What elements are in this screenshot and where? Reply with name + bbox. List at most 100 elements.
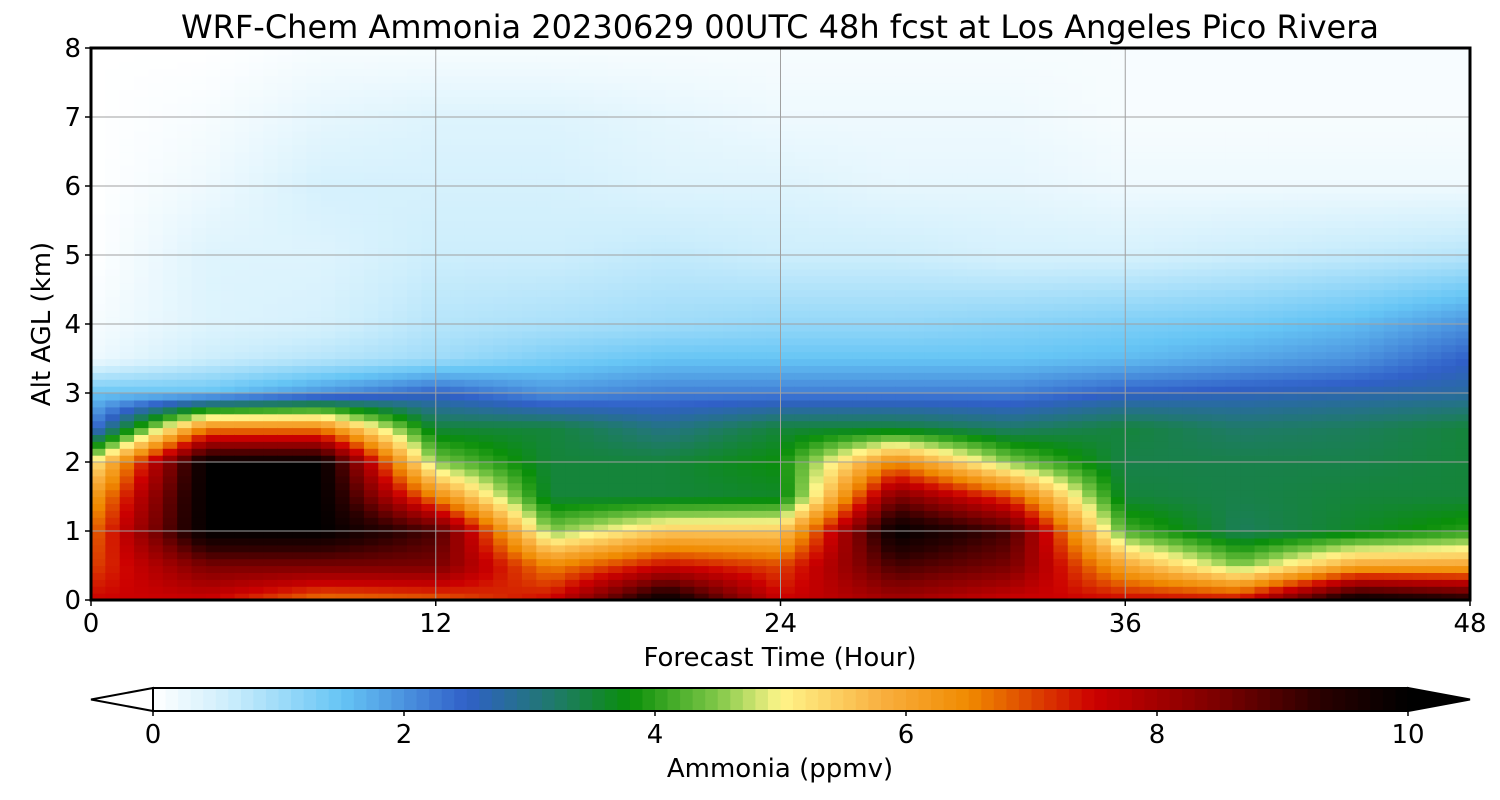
heatmap-cell	[521, 186, 537, 194]
heatmap-cell	[205, 172, 221, 180]
heatmap-cell	[622, 434, 638, 442]
heatmap-cell	[450, 54, 466, 63]
heatmap-cell	[866, 517, 882, 525]
heatmap-cell	[981, 503, 997, 511]
heatmap-cell	[679, 358, 695, 366]
heatmap-cell	[766, 192, 782, 201]
heatmap-cell	[464, 165, 480, 173]
heatmap-cell	[967, 489, 983, 498]
heatmap-cell	[924, 234, 940, 242]
heatmap-cell	[191, 420, 207, 429]
heatmap-cell	[809, 130, 825, 139]
heatmap-cell	[536, 158, 552, 166]
heatmap-cell	[478, 96, 494, 104]
heatmap-cell	[234, 399, 250, 408]
heatmap-cell	[679, 455, 695, 463]
heatmap-cell	[852, 468, 868, 477]
heatmap-cell	[349, 61, 365, 70]
heatmap-cell	[450, 379, 466, 387]
heatmap-cell	[407, 496, 422, 504]
heatmap-cell	[952, 234, 968, 242]
heatmap-cell	[565, 186, 580, 194]
heatmap-cell	[249, 130, 264, 139]
heatmap-cell	[306, 344, 322, 353]
heatmap-cell	[809, 82, 825, 90]
heatmap-cell	[421, 220, 437, 228]
heatmap-cell	[105, 227, 121, 235]
heatmap-cell	[220, 89, 236, 97]
heatmap-cell	[435, 241, 451, 249]
heatmap-cell	[450, 275, 466, 284]
heatmap-cell	[766, 537, 782, 546]
heatmap-cell	[220, 275, 236, 284]
heatmap-cell	[392, 75, 408, 84]
heatmap-cell	[852, 434, 868, 442]
heatmap-cell	[392, 61, 408, 70]
heatmap-cell	[263, 289, 279, 297]
heatmap-cell	[378, 296, 394, 304]
heatmap-cell	[105, 206, 121, 215]
heatmap-cell	[593, 558, 609, 567]
heatmap-cell	[952, 206, 968, 215]
heatmap-cell	[292, 130, 308, 139]
heatmap-cell	[407, 489, 422, 498]
heatmap-cell	[134, 344, 150, 353]
heatmap-cell	[277, 406, 293, 415]
heatmap-cell	[665, 337, 681, 346]
heatmap-cell	[981, 406, 997, 415]
heatmap-cell	[708, 61, 724, 70]
heatmap-cell	[220, 524, 236, 532]
heatmap-cell	[220, 475, 236, 484]
heatmap-cell	[938, 462, 954, 470]
heatmap-cell	[694, 558, 710, 567]
heatmap-cell	[751, 489, 767, 498]
heatmap-cell	[277, 48, 293, 56]
heatmap-cell	[421, 186, 437, 194]
heatmap-cell	[579, 468, 595, 477]
heatmap-cell	[593, 572, 609, 580]
heatmap-cell	[450, 296, 466, 304]
heatmap-cell	[593, 503, 609, 511]
heatmap-cell	[478, 510, 494, 518]
heatmap-cell	[435, 413, 451, 422]
heatmap-cell	[823, 365, 839, 373]
heatmap-cell	[794, 144, 810, 153]
heatmap-cell	[895, 468, 911, 477]
heatmap-cell	[837, 268, 853, 277]
heatmap-cell	[493, 275, 509, 284]
heatmap-cell	[866, 82, 882, 90]
heatmap-cell	[766, 158, 782, 166]
heatmap-cell	[536, 61, 552, 70]
heatmap-cell	[263, 386, 279, 394]
heatmap-cell	[809, 434, 825, 442]
heatmap-cell	[737, 406, 753, 415]
heatmap-cell	[751, 399, 767, 408]
heatmap-cell	[191, 365, 207, 373]
heatmap-cell	[292, 462, 308, 470]
heatmap-cell	[507, 386, 523, 394]
heatmap-cell	[780, 420, 796, 429]
heatmap-cell	[837, 110, 853, 118]
heatmap-cell	[794, 565, 810, 573]
heatmap-cell	[234, 406, 250, 415]
heatmap-cell	[277, 482, 293, 491]
heatmap-cell	[91, 468, 106, 477]
heatmap-cell	[809, 303, 825, 311]
heatmap-cell	[205, 48, 221, 56]
heatmap-cell	[277, 565, 293, 573]
heatmap-cell	[852, 158, 868, 166]
heatmap-cell	[737, 172, 753, 180]
heatmap-cell	[909, 399, 925, 408]
heatmap-cell	[837, 192, 853, 201]
heatmap-cell	[823, 289, 839, 297]
heatmap-cell	[723, 310, 738, 318]
heatmap-cell	[909, 186, 925, 194]
heatmap-cell	[694, 579, 710, 587]
heatmap-cell	[435, 117, 451, 125]
heatmap-cell	[737, 227, 753, 235]
heatmap-cell	[593, 255, 609, 263]
heatmap-cell	[435, 54, 451, 63]
heatmap-cell	[895, 282, 911, 291]
heatmap-cell	[665, 379, 681, 387]
heatmap-cell	[636, 220, 652, 228]
